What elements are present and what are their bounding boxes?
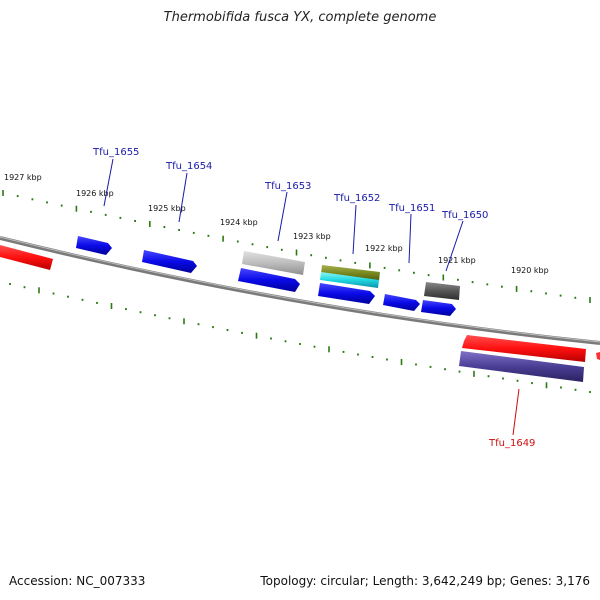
- gene-tfu-1652-blue[interactable]: [318, 283, 375, 304]
- gene-tfu-1655[interactable]: [76, 236, 112, 255]
- gene-label-tfu-1649[interactable]: Tfu_1649: [488, 438, 535, 449]
- kbp-label-1924: 1924 kbp: [220, 218, 258, 227]
- gene-tfu-1653-gray[interactable]: [242, 251, 305, 275]
- gene-tfu-1649-purple[interactable]: [459, 351, 584, 382]
- lower-scale-ticks: [9, 283, 591, 393]
- gene-tfu-1649-red[interactable]: [462, 335, 586, 362]
- kbp-label-1925: 1925 kbp: [148, 204, 186, 213]
- genome-backbone: [0, 236, 600, 345]
- gene-tfu-1652-olive[interactable]: [321, 265, 380, 281]
- kbp-label-1922: 1922 kbp: [365, 244, 403, 253]
- kbp-label-1927: 1927 kbp: [4, 173, 42, 182]
- accession-text: Accession: NC_007333: [9, 574, 146, 588]
- gene-tfu-1650-dark[interactable]: [424, 282, 460, 300]
- gene-label-tfu-1654[interactable]: Tfu_1654: [165, 161, 212, 172]
- map-title: Thermobifida fusca YX, complete genome: [163, 10, 437, 25]
- gene-label-tfu-1652[interactable]: Tfu_1652: [333, 193, 380, 204]
- gene-tfu-1650-blue[interactable]: [421, 300, 456, 316]
- kbp-label-1923: 1923 kbp: [293, 232, 331, 241]
- gene-tfu-1654[interactable]: [142, 250, 197, 273]
- genome-summary-text: Topology: circular; Length: 3,642,249 bp…: [260, 574, 590, 588]
- gene-label-tfu-1650[interactable]: Tfu_1650: [441, 210, 488, 221]
- upper-scale-ticks: [2, 190, 591, 303]
- kbp-label-1920: 1920 kbp: [511, 266, 549, 275]
- kbp-label-1926: 1926 kbp: [76, 189, 114, 198]
- gene-label-tfu-1653[interactable]: Tfu_1653: [264, 181, 311, 192]
- gene-label-tfu-1655[interactable]: Tfu_1655: [92, 147, 139, 158]
- gene-tfu-1653-blue[interactable]: [238, 268, 300, 292]
- gene-label-tfu-1651[interactable]: Tfu_1651: [388, 203, 435, 214]
- gene-tfu-1652-cyan[interactable]: [320, 272, 379, 288]
- red-gene-left[interactable]: [0, 245, 53, 270]
- kbp-label-1921: 1921 kbp: [438, 256, 476, 265]
- gene-tfu-1651[interactable]: [383, 294, 420, 311]
- red-gene-right-edge: [596, 352, 600, 360]
